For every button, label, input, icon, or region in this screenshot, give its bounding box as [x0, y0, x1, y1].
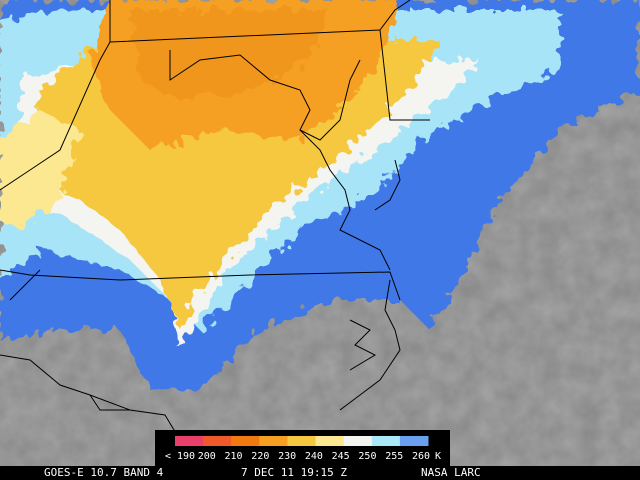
- colorbar-tick-label: < 190: [165, 451, 195, 462]
- colorbar-swatches: [175, 436, 429, 446]
- colorbar-tick-label: 240: [305, 451, 323, 462]
- colorbar-swatch: [231, 436, 260, 446]
- colorbar-tick-label: 260: [412, 451, 430, 462]
- credit: NASA LARC: [421, 466, 481, 479]
- colorbar-tick-label: 245: [332, 451, 350, 462]
- imagery: [0, 0, 640, 466]
- timestamp: 7 DEC 11 19:15 Z: [241, 466, 347, 479]
- state-borders: [0, 0, 430, 441]
- satellite-label: GOES-E 10.7 BAND 4: [44, 466, 164, 479]
- colorbar-swatch: [343, 436, 373, 446]
- colorbar-tick-label: 200: [198, 451, 216, 462]
- colorbar: < 190 200 210 220 230 240 245 250 255 260 K: [155, 430, 450, 466]
- colorbar-tick-label: 230: [278, 451, 296, 462]
- colorbar-tick-label: 210: [225, 451, 243, 462]
- colorbar-swatch: [175, 436, 204, 446]
- colorbar-swatch: [287, 436, 317, 446]
- colorbar-swatch: [315, 436, 345, 446]
- colorbar-labels: < 190 200 210 220 230 240 245 250 255 260 K: [165, 451, 441, 462]
- colorbar-swatch: [203, 436, 232, 446]
- colorbar-tick-label: 220: [251, 451, 269, 462]
- colorbar-swatch: [399, 436, 429, 446]
- colorbar-swatch: [371, 436, 401, 446]
- colorbar-swatch: [259, 436, 288, 446]
- footer-bar: [0, 466, 640, 480]
- colorbar-unit: K: [435, 451, 441, 462]
- colorbar-tick-label: 250: [358, 451, 376, 462]
- colorbar-tick-label: 255: [385, 451, 403, 462]
